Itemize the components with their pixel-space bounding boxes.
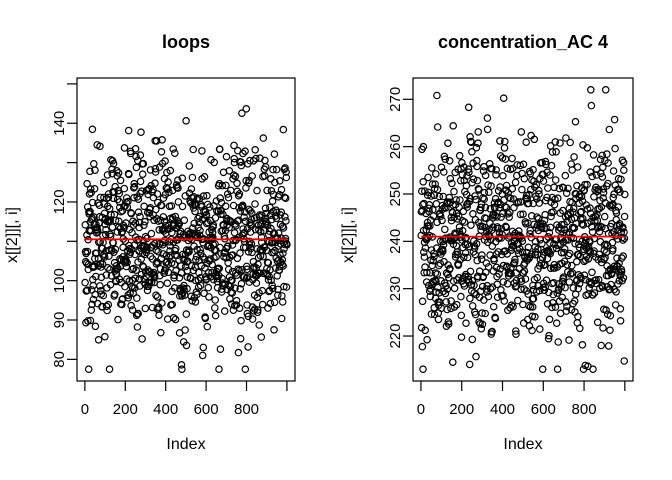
scatter-canvas-loops: 0 200 400 600 800 80 90 100 120 140 xyxy=(51,77,296,418)
y-tick-label: 250 xyxy=(387,181,404,206)
y-tick-label: 120 xyxy=(51,189,68,214)
plot-loops: loops x[[2]][, i] 0 200 400 600 800 80 90 100 12… xyxy=(4,32,296,453)
x-tick-label: 0 xyxy=(417,401,425,418)
y-tick-label: 230 xyxy=(387,276,404,301)
x-tick-label: 600 xyxy=(531,401,556,418)
plot-box xyxy=(412,77,634,382)
y-tick-label: 140 xyxy=(51,111,68,136)
y-tick-label: 100 xyxy=(51,268,68,293)
scatter-canvas-concentration: 0 200 400 600 800 220 230 240 250 260 270 xyxy=(387,77,634,418)
y-tick-label: 270 xyxy=(387,87,404,112)
y-tick-label: 90 xyxy=(51,312,68,329)
x-tick-label: 0 xyxy=(81,401,89,418)
x-axis-title: Index xyxy=(503,436,543,453)
x-axis-title: Index xyxy=(166,436,206,453)
y-tick-label: 240 xyxy=(387,229,404,254)
plot-concentration-ac4: concentration_AC 4 x[[2]][, i] 0 200 400 60… xyxy=(336,0,672,480)
scatter-points xyxy=(81,105,291,374)
x-tick-label: 600 xyxy=(194,401,219,418)
x-tick-label: 800 xyxy=(234,401,259,418)
plot-title: concentration_AC 4 xyxy=(437,32,609,52)
y-tick-label: 80 xyxy=(51,351,68,368)
x-tick-label: 800 xyxy=(572,401,597,418)
plot-title: loops xyxy=(162,32,210,52)
y-tick-label: 220 xyxy=(387,324,404,349)
y-tick-label: 260 xyxy=(387,134,404,159)
x-tick-label: 400 xyxy=(153,401,178,418)
scatter-points xyxy=(417,86,629,374)
plot-box xyxy=(76,77,296,382)
x-tick-label: 200 xyxy=(113,401,138,418)
x-tick-label: 200 xyxy=(449,401,474,418)
x-tick-label: 400 xyxy=(490,401,515,418)
